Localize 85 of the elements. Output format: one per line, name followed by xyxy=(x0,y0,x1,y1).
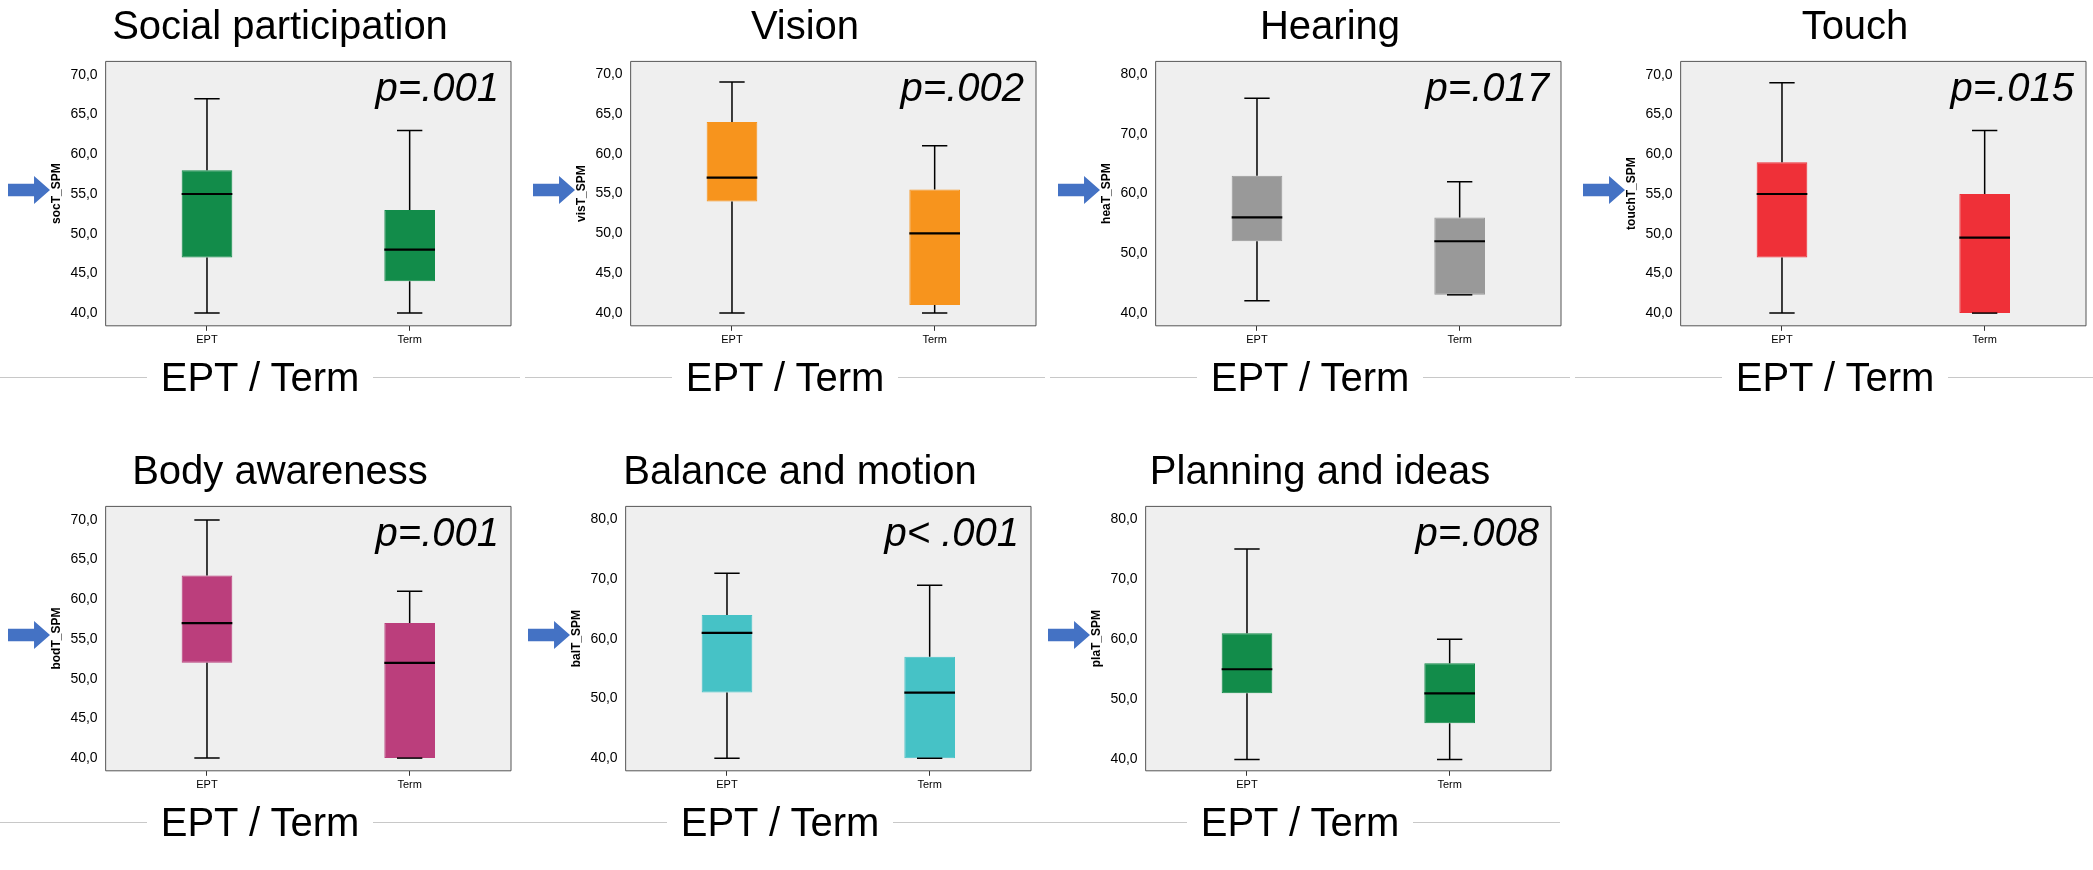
x-tick-label: Term xyxy=(1447,333,1472,346)
y-tick-label: 50,0 xyxy=(590,689,618,706)
x-axis-title: EPT / Term xyxy=(159,354,361,400)
x-tick-label: EPT xyxy=(196,333,218,346)
y-axis-title: touchT_SPM xyxy=(1623,157,1638,230)
x-tick-label: Term xyxy=(917,778,942,791)
chart-title: Vision xyxy=(749,2,861,49)
y-tick-label: 55,0 xyxy=(70,629,98,646)
y-tick-label: 60,0 xyxy=(1120,184,1148,201)
y-tick-label: 65,0 xyxy=(1645,105,1673,122)
y-axis-title: heaT_SPM xyxy=(1098,163,1113,224)
y-tick-label: 70,0 xyxy=(70,510,98,527)
y-tick-label: 50,0 xyxy=(1120,244,1148,261)
y-axis-title: bodT_SPM xyxy=(48,607,63,670)
chart-title: Balance and motion xyxy=(622,447,978,494)
y-tick-label: 40,0 xyxy=(590,749,618,766)
y-tick-label: 65,0 xyxy=(70,550,98,567)
x-tick-label: Term xyxy=(1972,333,1997,346)
annotation: p=.001 xyxy=(374,64,499,109)
y-tick-label: 60,0 xyxy=(1645,145,1673,162)
y-tick-label: 40,0 xyxy=(70,748,98,765)
y-tick-label: 80,0 xyxy=(1120,65,1148,82)
y-tick-label: 55,0 xyxy=(1645,184,1673,201)
chart-title: Touch xyxy=(1800,2,1910,49)
annotation: p< .001 xyxy=(883,509,1019,554)
chart-title: Planning and ideas xyxy=(1148,447,1492,494)
y-tick-label: 40,0 xyxy=(1110,750,1138,767)
y-tick-label: 40,0 xyxy=(1120,303,1148,320)
x-tick-label: EPT xyxy=(196,778,218,791)
x-tick-label: Term xyxy=(922,333,947,346)
y-tick-label: 70,0 xyxy=(590,570,618,587)
y-tick-label: 50,0 xyxy=(595,224,623,241)
y-tick-label: 40,0 xyxy=(595,303,623,320)
x-tick-label: EPT xyxy=(1771,333,1793,346)
y-tick-label: 65,0 xyxy=(70,105,98,122)
annotation: p=.002 xyxy=(899,64,1024,109)
y-tick-label: 45,0 xyxy=(595,264,623,281)
y-tick-label: 70,0 xyxy=(1645,65,1673,82)
y-tick-label: 45,0 xyxy=(70,709,98,726)
x-axis-title: EPT / Term xyxy=(1734,354,1936,400)
y-tick-label: 50,0 xyxy=(70,224,98,241)
y-tick-label: 70,0 xyxy=(1110,569,1138,586)
y-tick-label: 65,0 xyxy=(595,104,623,121)
annotation: p=.008 xyxy=(1414,509,1540,554)
y-tick-label: 45,0 xyxy=(1645,264,1673,281)
y-tick-label: 70,0 xyxy=(70,65,98,82)
y-tick-label: 60,0 xyxy=(590,629,618,646)
chart-title: Hearing xyxy=(1258,2,1402,49)
y-tick-label: 45,0 xyxy=(70,264,98,281)
chart-title: Body awareness xyxy=(131,447,429,494)
x-tick-label: EPT xyxy=(721,333,743,346)
y-tick-label: 70,0 xyxy=(1120,124,1148,141)
y-axis-title: balT_SPM xyxy=(568,609,583,668)
x-axis-title: EPT / Term xyxy=(1199,799,1401,845)
x-tick-label: EPT xyxy=(1246,333,1268,346)
y-tick-label: 80,0 xyxy=(1110,509,1138,526)
x-tick-label: EPT xyxy=(716,778,738,791)
annotation: p=.015 xyxy=(1949,64,2075,109)
x-tick-label: Term xyxy=(1437,778,1462,791)
y-axis-title: visT_SPM xyxy=(573,165,588,222)
y-tick-label: 80,0 xyxy=(590,510,618,527)
y-tick-label: 70,0 xyxy=(595,65,623,81)
y-tick-label: 60,0 xyxy=(70,145,98,162)
y-tick-label: 55,0 xyxy=(70,184,98,201)
y-tick-label: 60,0 xyxy=(1110,630,1138,647)
x-axis-title: EPT / Term xyxy=(679,799,881,845)
y-tick-label: 50,0 xyxy=(1110,690,1138,707)
y-axis-title: plaT_SPM xyxy=(1088,609,1103,668)
annotation: p=.017 xyxy=(1424,64,1551,109)
y-tick-label: 40,0 xyxy=(1645,303,1673,320)
x-tick-label: EPT xyxy=(1236,778,1258,791)
x-axis-title: EPT / Term xyxy=(159,799,361,845)
x-tick-label: Term xyxy=(397,778,422,791)
x-axis-title: EPT / Term xyxy=(1209,354,1411,400)
y-tick-label: 40,0 xyxy=(70,303,98,320)
y-tick-label: 50,0 xyxy=(70,669,98,686)
x-axis-title: EPT / Term xyxy=(684,354,886,400)
y-axis-title: socT_SPM xyxy=(48,163,63,224)
y-tick-label: 55,0 xyxy=(595,184,623,201)
y-tick-label: 50,0 xyxy=(1645,224,1673,241)
y-tick-label: 60,0 xyxy=(70,590,98,607)
x-tick-label: Term xyxy=(397,333,422,346)
y-tick-label: 60,0 xyxy=(595,144,623,161)
chart-title: Social participation xyxy=(111,2,449,49)
annotation: p=.001 xyxy=(374,509,499,554)
